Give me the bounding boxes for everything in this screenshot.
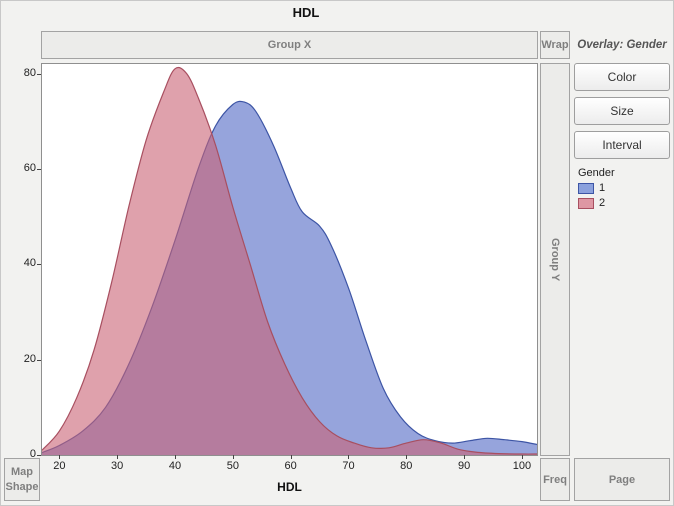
x-tick-label: 70 [342,460,355,472]
size-button-label: Size [610,104,634,118]
density-plot-svg[interactable] [41,64,538,456]
legend-swatch[interactable] [578,197,594,209]
legend-title: Gender [578,167,615,179]
drop-zone-group-x-label: Group X [267,39,312,51]
color-button[interactable]: Color [574,63,670,91]
x-tick-label: 40 [168,460,182,472]
y-tick-label: 60 [23,161,36,174]
drop-zone-group-x[interactable]: Group X [41,31,538,59]
x-axis-label: HDL [277,480,302,494]
x-tick-label: 80 [400,460,413,472]
x-tick-label: 90 [458,460,471,472]
legend-swatch[interactable] [578,182,594,194]
y-tick-label: 80 [23,66,36,79]
legend-item-label: 1 [599,182,606,194]
drop-zone-page[interactable]: Page [574,458,670,501]
overlay-label: Overlay: Gender [577,39,667,51]
legend-item-label: 2 [599,197,606,209]
y-tick-label: 20 [23,352,36,365]
x-tick-label: 50 [226,460,239,472]
drop-zone-freq-label: Freq [543,473,567,486]
drop-zone-page-label: Page [608,473,636,486]
drop-zone-wrap[interactable]: Wrap [540,31,570,59]
x-tick-label: 60 [284,460,297,472]
interval-button-label: Interval [602,138,642,152]
density-area-gender-2[interactable] [42,67,537,456]
legend-item[interactable]: 1 [578,182,670,194]
x-tick-label: 100 [512,460,532,472]
density-curve-gender-2 [41,66,538,455]
x-tick-label: 20 [53,460,66,472]
drop-zone-map-shape-label: Map Shape [5,465,39,493]
interval-button[interactable]: Interval [574,131,670,159]
color-button-label: Color [607,70,637,84]
legend-item[interactable]: 2 [578,197,670,209]
drop-zone-group-y-label: Group Y [549,237,561,282]
plot-area[interactable] [41,63,538,456]
drop-zone-freq[interactable]: Freq [540,458,570,501]
x-tick-label: 30 [111,460,124,472]
drop-zone-wrap-label: Wrap [541,39,569,51]
drop-zone-map-shape[interactable]: Map Shape [4,458,40,501]
y-tick-label: 40 [23,257,36,270]
chart-title: HDL [292,5,320,20]
drop-zone-group-y[interactable]: Group Y [540,63,570,456]
size-button[interactable]: Size [574,97,670,125]
